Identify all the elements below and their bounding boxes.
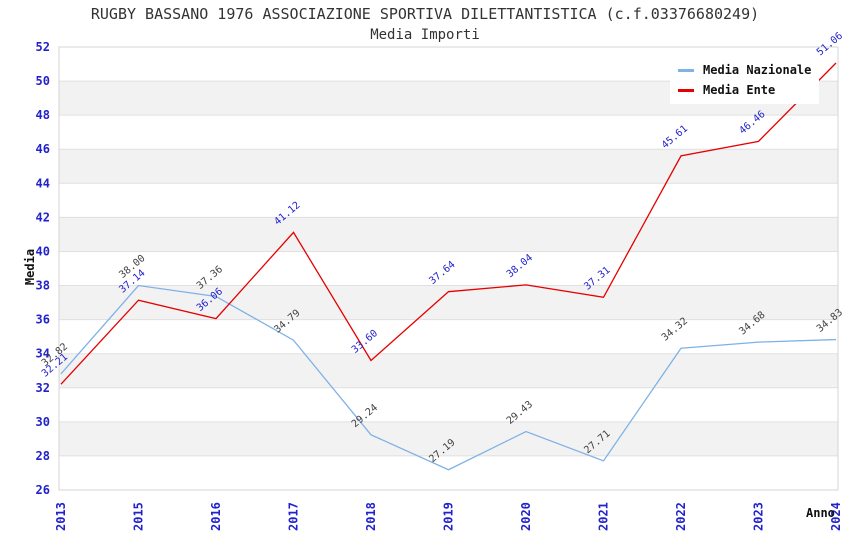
x-tick-label: 2019	[442, 502, 456, 531]
x-tick-label: 2015	[132, 502, 146, 531]
plot-band	[59, 183, 838, 218]
legend-label-media-nazionale: Media Nazionale	[703, 63, 812, 77]
series-line-media-nazionale	[60, 284, 837, 471]
y-tick-label: 40	[36, 244, 50, 258]
y-tick-label: 30	[36, 415, 50, 429]
x-tick-label: 2013	[54, 502, 68, 531]
legend-item-media-ente[interactable]: Media Ente	[678, 80, 811, 100]
plot-band	[59, 421, 838, 456]
y-tick-label: 38	[36, 279, 50, 293]
chart-subtitle: Media Importi	[370, 27, 480, 43]
x-tick-label: 2024	[829, 502, 843, 531]
y-tick-label: 46	[36, 142, 50, 156]
plot-band	[59, 251, 838, 286]
y-tick-label: 34	[36, 347, 50, 361]
legend-swatch-media-ente-line	[678, 88, 694, 92]
plot-band	[59, 353, 838, 388]
legend: Media Nazionale Media Ente	[670, 56, 820, 104]
plot-band	[59, 319, 838, 354]
x-tick-label: 2018	[364, 502, 378, 531]
y-tick-label: 26	[36, 483, 50, 497]
y-tick-label: 32	[36, 381, 50, 395]
y-tick-label: 36	[36, 313, 50, 327]
y-tick-label: 28	[36, 449, 50, 463]
chart-title: RUGBY BASSANO 1976 ASSOCIAZIONE SPORTIVA…	[90, 5, 760, 23]
series-line-media-ente	[60, 62, 837, 385]
y-tick-label: 50	[36, 74, 50, 88]
x-tick-label: 2021	[597, 502, 611, 531]
plot-band	[59, 387, 838, 422]
x-tick-label: 2022	[674, 502, 688, 531]
y-tick-label: 48	[36, 108, 50, 122]
y-tick-label: 44	[36, 176, 50, 190]
x-tick-label: 2016	[209, 502, 223, 531]
y-tick-label: 42	[36, 210, 50, 224]
y-tick-label: 52	[36, 40, 50, 54]
x-tick-label: 2017	[287, 502, 301, 531]
plot-band	[59, 217, 838, 252]
plot-border	[58, 46, 839, 491]
x-axis-title: Anno	[806, 506, 835, 520]
plot-band	[59, 115, 838, 150]
legend-label-media-ente: Media Ente	[703, 83, 776, 97]
x-tick-label: 2023	[752, 502, 766, 531]
legend-swatch-media-nazionale-line	[678, 68, 694, 72]
plot-band	[59, 149, 838, 184]
x-tick-label: 2020	[519, 502, 533, 531]
legend-item-media-nazionale[interactable]: Media Nazionale	[678, 60, 811, 80]
plot-band	[59, 455, 838, 490]
y-axis-title: Media	[23, 248, 37, 286]
